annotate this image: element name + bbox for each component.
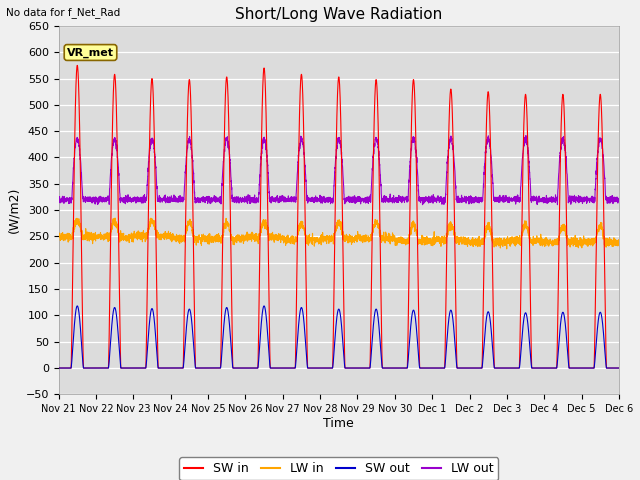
Title: Short/Long Wave Radiation: Short/Long Wave Radiation [235,7,442,22]
Text: No data for f_Net_Rad: No data for f_Net_Rad [6,7,121,18]
Text: VR_met: VR_met [67,48,114,58]
X-axis label: Time: Time [323,417,354,430]
Legend: SW in, LW in, SW out, LW out: SW in, LW in, SW out, LW out [179,457,499,480]
Y-axis label: (W/m2): (W/m2) [7,187,20,233]
